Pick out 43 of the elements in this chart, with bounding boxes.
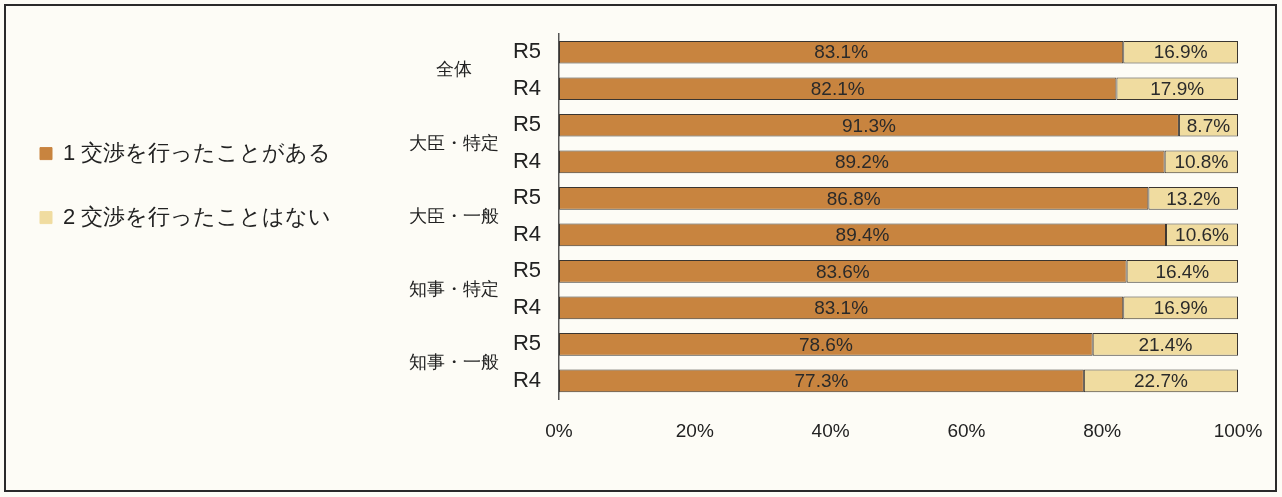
data-label: 86.8% [826, 187, 881, 209]
data-label: 21.4% [1138, 333, 1193, 355]
data-label: 10.6% [1175, 224, 1230, 246]
y-tick-label: R5 [512, 330, 541, 356]
y-tick-label: R5 [512, 184, 541, 210]
x-tick-label: 80% [1083, 419, 1122, 441]
data-label: 77.3% [794, 370, 849, 392]
data-label: 10.8% [1174, 151, 1229, 173]
y-tick-label: R4 [512, 147, 541, 173]
y-tick-label: R5 [512, 257, 541, 283]
data-label: 16.9% [1153, 297, 1208, 319]
y-tick-label: R4 [512, 367, 541, 392]
y-tick-label: R5 [512, 111, 541, 137]
x-tick-label: 0% [545, 419, 573, 441]
y-tick-label: R4 [512, 74, 541, 100]
y-tick-label: R4 [512, 293, 541, 319]
data-label: 82.1% [810, 78, 865, 100]
data-label: 89.4% [835, 224, 890, 246]
y-tick-label: R4 [512, 220, 541, 246]
x-tick-label: 40% [811, 419, 850, 441]
data-label: 8.7% [1186, 114, 1231, 136]
data-label: 83.1% [814, 41, 869, 63]
x-tick-label: 100% [1213, 419, 1263, 441]
text: 知事・特定 [409, 278, 499, 299]
data-label: 17.9% [1150, 78, 1205, 100]
text: 知事・一般 [409, 351, 499, 372]
text: 大臣・一般 [409, 205, 499, 226]
y-tick-label: R5 [512, 38, 541, 64]
data-label: 13.2% [1166, 187, 1221, 209]
x-tick-label: 20% [675, 419, 714, 441]
text: 大臣・特定 [409, 132, 499, 153]
data-label: 16.9% [1153, 41, 1208, 63]
data-label: 78.6% [798, 333, 853, 355]
data-label: 89.2% [834, 151, 889, 173]
x-tick-label: 60% [947, 419, 986, 441]
text: 全体 [436, 59, 472, 80]
data-label: 83.6% [815, 260, 870, 282]
data-label: 91.3% [842, 114, 897, 136]
data-label: 16.4% [1155, 260, 1210, 282]
legend-label: 1 交渉を行ったことがある [63, 139, 332, 165]
data-label: 22.7% [1134, 370, 1188, 392]
data-label: 83.1% [814, 297, 869, 319]
legend-label: 2 交渉を行ったことはない [63, 203, 332, 229]
